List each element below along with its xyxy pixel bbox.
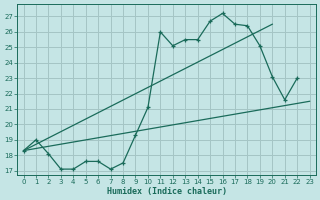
X-axis label: Humidex (Indice chaleur): Humidex (Indice chaleur) — [107, 187, 227, 196]
